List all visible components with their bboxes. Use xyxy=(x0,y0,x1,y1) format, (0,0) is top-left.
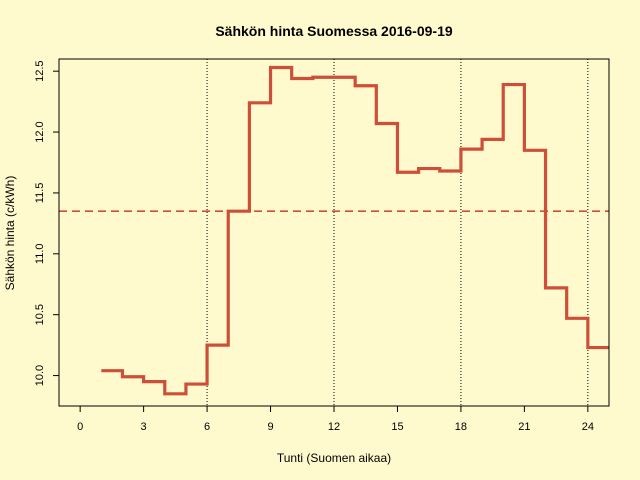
x-tick-label: 12 xyxy=(328,421,340,433)
x-tick-label: 3 xyxy=(141,421,147,433)
y-axis: 10.0 10.5 11.0 11.5 12.0 12.5 xyxy=(34,60,59,386)
gridlines xyxy=(206,59,589,406)
x-tick-label: 0 xyxy=(77,421,83,433)
price-step-line xyxy=(101,65,609,396)
x-axis-label: Tunti (Suomen aikaa) xyxy=(277,451,391,465)
x-tick-label: 21 xyxy=(518,421,530,433)
y-tick-label: 12.0 xyxy=(34,121,46,142)
y-tick-label: 11.0 xyxy=(34,244,46,265)
chart-title: Sähkön hinta Suomessa 2016-09-19 xyxy=(215,23,453,39)
y-axis-label: Sähkön hinta (c/kWh) xyxy=(3,176,17,291)
x-tick-label: 15 xyxy=(391,421,403,433)
y-tick-label: 10.0 xyxy=(34,365,46,386)
x-axis: 0 3 6 9 12 15 18 21 24 xyxy=(77,406,594,433)
x-tick-label: 6 xyxy=(204,421,210,433)
y-tick-label: 10.5 xyxy=(34,304,46,325)
y-tick-label: 12.5 xyxy=(34,60,46,81)
y-tick-label: 11.5 xyxy=(34,183,46,204)
x-tick-label: 18 xyxy=(455,421,467,433)
x-tick-label: 9 xyxy=(267,421,273,433)
series-group xyxy=(101,65,609,396)
x-tick-label: 24 xyxy=(582,421,594,433)
